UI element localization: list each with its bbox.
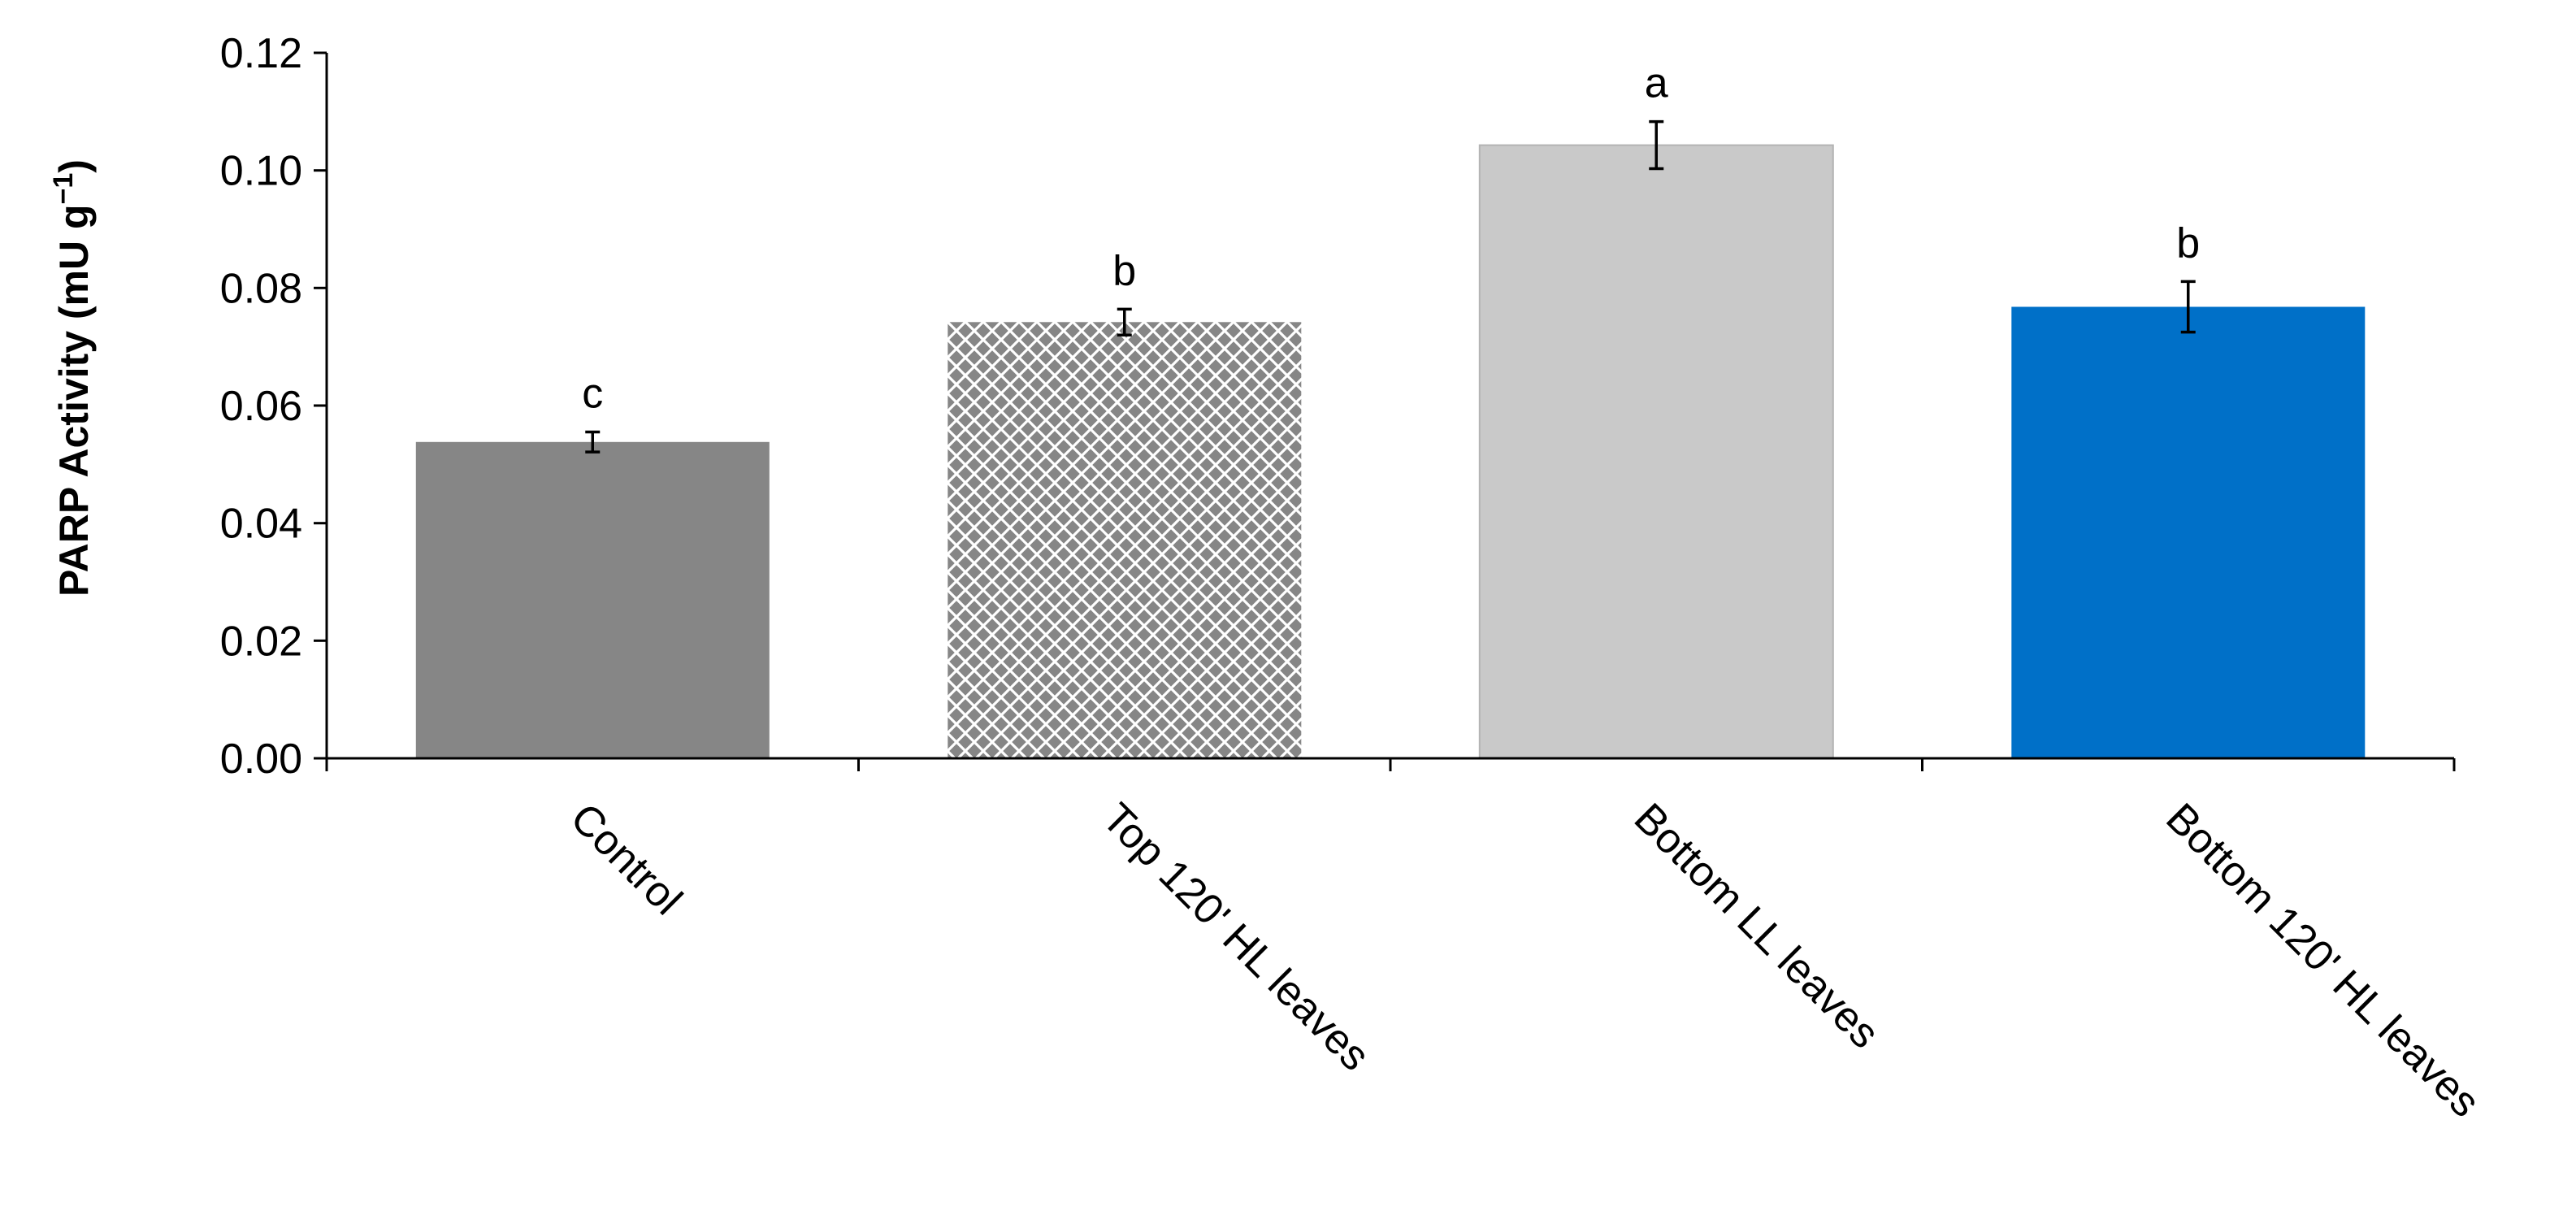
y-tick-label-0: 0.00 (220, 736, 302, 783)
y-axis-title-main: PARP Activity (mU g (51, 204, 97, 597)
significance-letter-1: b (1112, 247, 1136, 294)
bar-1 (948, 322, 1302, 758)
bar-3 (2011, 306, 2366, 758)
svg-text:PARP Activity (mU g−1): PARP Activity (mU g−1) (48, 159, 97, 597)
bar-0 (415, 441, 770, 758)
category-label-2: Bottom LL leaves (1625, 794, 1889, 1057)
bar-2 (1478, 144, 1834, 760)
category-label-0: Control (562, 794, 692, 924)
y-tick-label-3: 0.06 (220, 383, 302, 430)
y-tick-label-6: 0.12 (220, 30, 302, 77)
y-axis-title-close: ) (51, 159, 97, 173)
significance-letter-0: c (582, 371, 603, 418)
y-axis-title: PARP Activity (mU g−1) (48, 159, 97, 597)
category-label-3: Bottom 120' HL leaves (2157, 794, 2488, 1126)
significance-letter-3: b (2176, 219, 2200, 267)
significance-letter-2: a (1645, 60, 1668, 107)
category-label-1: Top 120' HL leaves (1093, 794, 1378, 1079)
y-tick-label-2: 0.04 (220, 501, 302, 548)
y-tick-label-5: 0.10 (220, 148, 302, 195)
y-tick-label-4: 0.08 (220, 265, 302, 312)
y-tick-label-1: 0.02 (220, 618, 302, 665)
y-axis-title-superscript: −1 (48, 173, 79, 205)
